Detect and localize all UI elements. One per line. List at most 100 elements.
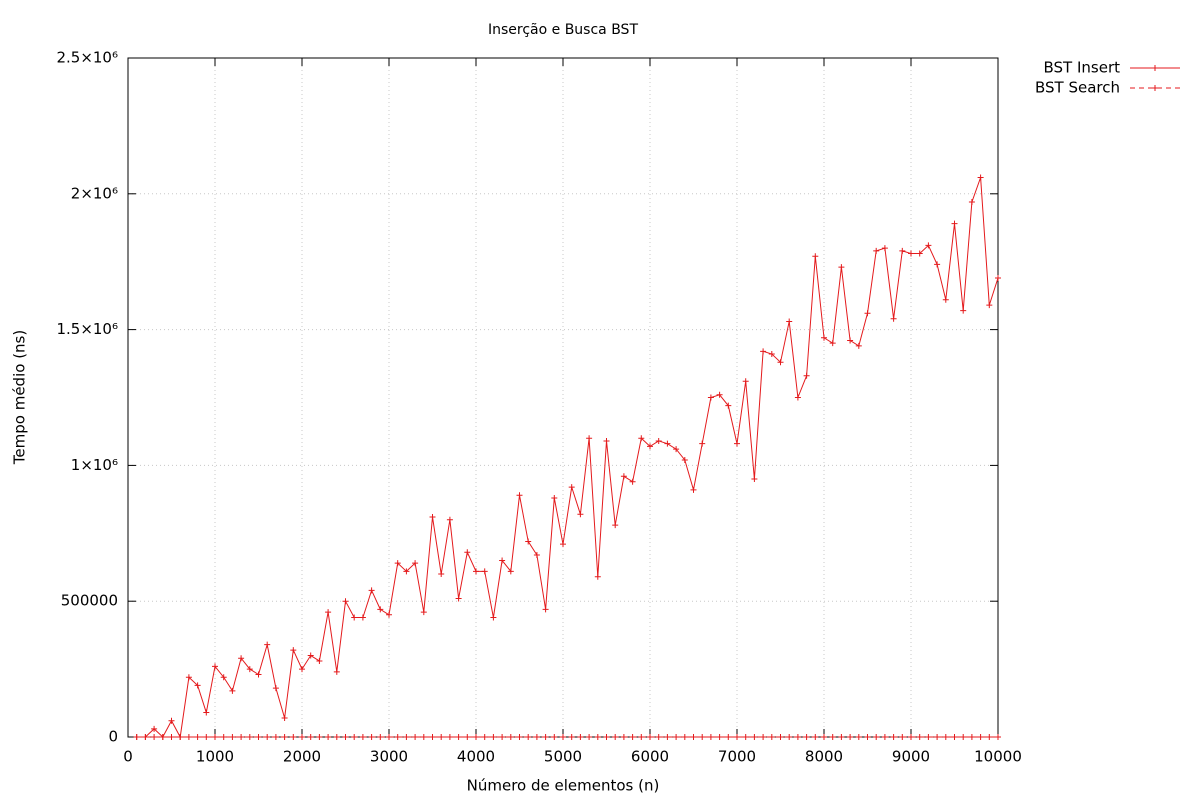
point-marker xyxy=(403,734,410,740)
point-marker xyxy=(307,734,314,740)
point-marker xyxy=(159,734,166,740)
point-marker xyxy=(594,573,601,580)
point-marker xyxy=(864,310,871,317)
x-tick-label: 4000 xyxy=(457,748,495,766)
point-marker xyxy=(377,734,384,740)
point-marker xyxy=(995,274,1001,281)
point-marker xyxy=(751,475,758,482)
point-marker xyxy=(986,734,993,740)
point-marker xyxy=(420,734,427,740)
point-marker xyxy=(586,734,593,740)
point-marker xyxy=(377,606,384,613)
y-tick-label: 2×10⁶ xyxy=(71,184,118,202)
point-marker xyxy=(995,734,1001,740)
point-marker xyxy=(803,372,810,379)
point-marker xyxy=(151,734,158,740)
point-marker xyxy=(516,492,523,499)
x-tick-label: 6000 xyxy=(631,748,669,766)
point-marker xyxy=(168,734,175,740)
point-marker xyxy=(333,668,340,675)
point-marker xyxy=(299,734,305,740)
point-marker xyxy=(507,734,514,740)
point-marker xyxy=(394,560,401,567)
point-marker xyxy=(786,318,793,325)
point-marker xyxy=(620,734,627,740)
point-marker xyxy=(464,734,471,740)
point-marker xyxy=(786,734,793,740)
legend-label: BST Insert xyxy=(1043,59,1120,77)
point-marker xyxy=(612,522,619,529)
point-marker xyxy=(855,734,862,740)
point-marker xyxy=(438,734,445,740)
point-marker xyxy=(664,734,671,740)
y-tick-label: 1×10⁶ xyxy=(71,456,118,474)
point-marker xyxy=(977,734,984,740)
point-marker xyxy=(821,334,827,341)
point-marker xyxy=(725,734,732,740)
point-marker xyxy=(899,247,906,254)
point-marker xyxy=(794,394,801,401)
point-marker xyxy=(429,514,436,521)
point-marker xyxy=(890,315,897,322)
point-marker xyxy=(742,378,749,385)
point-marker xyxy=(386,611,392,618)
x-tick-label: 3000 xyxy=(370,748,408,766)
point-marker xyxy=(533,552,540,559)
point-marker xyxy=(255,734,262,740)
point-marker xyxy=(525,538,532,545)
point-marker xyxy=(873,247,880,254)
point-marker xyxy=(742,734,749,740)
point-marker xyxy=(246,666,253,673)
point-marker xyxy=(681,456,688,463)
point-marker xyxy=(507,568,514,575)
point-marker xyxy=(916,250,923,257)
point-marker xyxy=(803,734,810,740)
point-marker xyxy=(690,486,697,493)
point-marker xyxy=(438,571,445,578)
point-marker xyxy=(847,337,854,344)
point-marker xyxy=(420,609,427,616)
y-tick-label: 500000 xyxy=(61,592,118,610)
point-marker xyxy=(560,541,566,548)
point-marker xyxy=(481,734,488,740)
point-marker xyxy=(629,478,636,485)
point-marker xyxy=(594,734,601,740)
point-marker xyxy=(699,440,706,447)
point-marker xyxy=(620,473,627,480)
point-marker xyxy=(446,516,453,523)
point-marker xyxy=(342,734,349,740)
point-marker xyxy=(734,440,740,447)
point-marker xyxy=(325,609,332,616)
y-tick-label: 2.5×10⁶ xyxy=(56,49,118,67)
point-marker xyxy=(568,484,575,491)
point-marker xyxy=(934,734,941,740)
point-marker xyxy=(699,734,706,740)
point-marker xyxy=(855,342,862,349)
point-marker xyxy=(925,242,932,249)
point-marker xyxy=(281,734,288,740)
point-marker xyxy=(829,340,836,347)
point-marker xyxy=(968,734,975,740)
point-marker xyxy=(316,734,323,740)
point-marker xyxy=(960,734,967,740)
point-marker xyxy=(725,402,732,409)
point-marker xyxy=(768,351,775,358)
point-marker xyxy=(516,734,523,740)
chart-title: Inserção e Busca BST xyxy=(488,22,638,38)
point-marker xyxy=(881,245,888,252)
point-marker xyxy=(655,734,662,740)
point-marker xyxy=(185,734,192,740)
point-marker xyxy=(716,734,723,740)
point-marker xyxy=(203,709,210,716)
point-marker xyxy=(525,734,532,740)
point-marker xyxy=(473,568,479,575)
point-marker xyxy=(272,685,279,692)
point-marker xyxy=(577,734,584,740)
point-marker xyxy=(777,359,784,366)
point-marker xyxy=(351,614,358,621)
point-marker xyxy=(673,734,680,740)
point-marker xyxy=(203,734,210,740)
x-tick-label: 9000 xyxy=(892,748,930,766)
point-marker xyxy=(977,174,984,181)
